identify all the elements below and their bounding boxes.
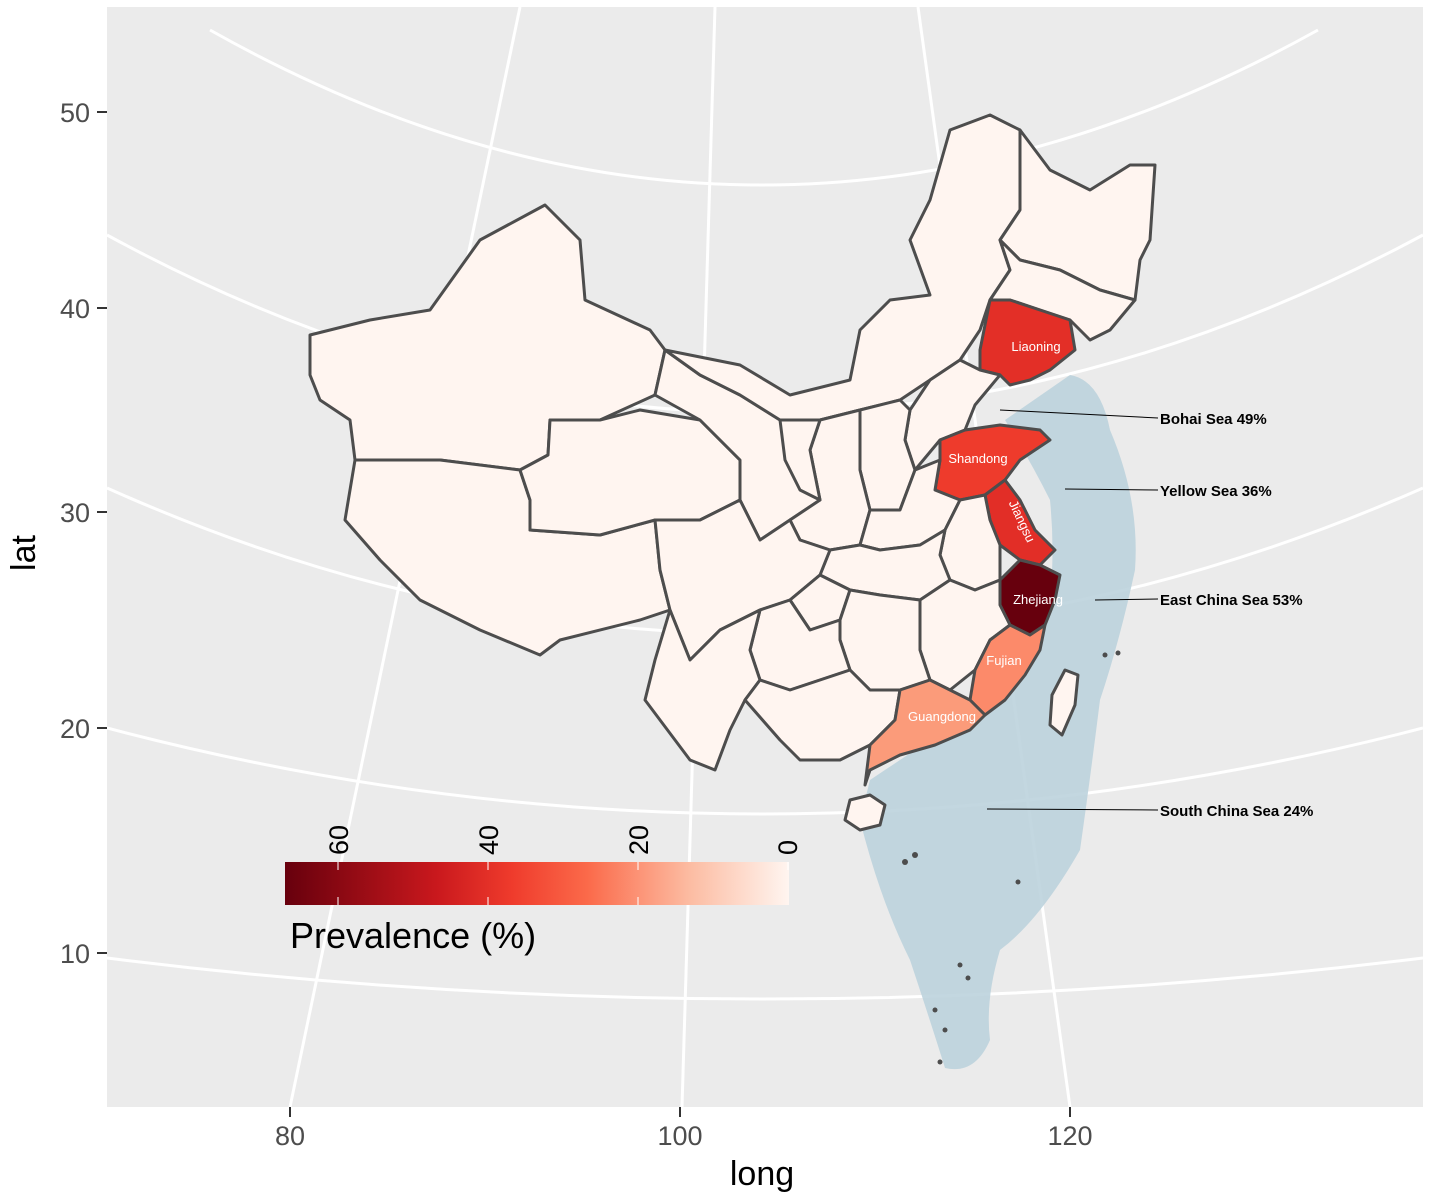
sea-annotations: Bohai Sea 49% Yellow Sea 36% East China … — [986, 409, 1313, 820]
island — [1015, 879, 1021, 885]
island — [965, 975, 971, 981]
parallel-line — [209, 28, 1319, 187]
leader-line-yellow — [1064, 488, 1159, 491]
y-tick-label: 30 — [60, 498, 90, 528]
parallel-line — [107, 956, 1423, 1001]
y-axis-title: lat — [5, 534, 43, 570]
legend-tick-label: 20 — [624, 825, 654, 855]
island — [912, 852, 918, 858]
province-ningxia — [778, 418, 822, 502]
island — [1115, 650, 1121, 656]
island — [937, 1059, 943, 1065]
leader-line-south-china — [986, 808, 1159, 811]
provinces — [308, 113, 1157, 1065]
island — [1102, 652, 1108, 658]
parallel-line — [107, 726, 1423, 816]
province-label-guangdong: Guangdong — [908, 709, 976, 724]
x-tick-label: 80 — [275, 1121, 305, 1151]
province-guangdong — [863, 678, 987, 787]
province-label-zhejiang: Zhejiang — [1013, 592, 1063, 607]
legend-colorbar — [285, 862, 789, 905]
sea-label-east-china: East China Sea 53% — [1160, 592, 1303, 609]
y-tick-label: 50 — [60, 98, 90, 128]
province-label-liaoning: Liaoning — [1011, 339, 1060, 354]
province-label-fujian: Fujian — [986, 653, 1021, 668]
province-taiwan — [1048, 668, 1080, 737]
x-tick-label: 120 — [1047, 1121, 1092, 1151]
province-liaoning — [978, 298, 1077, 387]
leader-line-bohai — [999, 409, 1159, 419]
legend-tick-label: 40 — [474, 825, 504, 855]
province-label-shandong: Shandong — [948, 451, 1007, 466]
sea-region — [860, 375, 1136, 1070]
legend-tick-label: 60 — [324, 825, 354, 855]
legend-title: Prevalence (%) — [290, 915, 536, 956]
sea-label-bohai: Bohai Sea 49% — [1160, 411, 1267, 428]
sea-label-yellow: Yellow Sea 36% — [1160, 483, 1272, 500]
y-tick-label: 10 — [60, 939, 90, 969]
x-axis-title: long — [730, 1155, 794, 1193]
x-tick-label: 100 — [657, 1121, 702, 1151]
y-tick-label: 20 — [60, 714, 90, 744]
island — [942, 1027, 948, 1033]
sea-label-south-china: South China Sea 24% — [1160, 803, 1313, 820]
province-hainan — [843, 793, 887, 832]
island — [957, 962, 963, 968]
province-yunnan — [643, 608, 762, 772]
legend-tick-label: 0 — [773, 840, 803, 855]
leader-line-east-china — [1094, 598, 1159, 601]
y-axis: 50 40 30 20 10 lat — [5, 98, 107, 969]
island — [902, 859, 908, 865]
y-tick-label: 40 — [60, 294, 90, 324]
island — [932, 1007, 938, 1013]
x-axis: 80 100 120 long — [275, 1107, 1093, 1193]
legend: 60 40 20 0 Prevalence (%) — [285, 825, 803, 956]
